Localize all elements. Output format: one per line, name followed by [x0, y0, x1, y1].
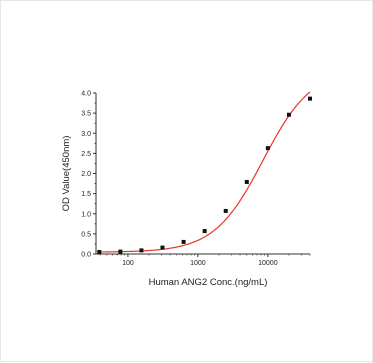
x-axis-title: Human ANG2 Conc.(ng/mL) [149, 277, 268, 288]
y-tick-label: 2.0 [81, 171, 91, 178]
y-tick-label: 3.0 [81, 131, 91, 138]
data-point [160, 245, 165, 250]
y-axis-title: OD Value(450nm) [61, 136, 72, 212]
data-point [181, 239, 186, 244]
y-tick-label: 2.5 [81, 151, 91, 158]
x-tick-label: 10000 [258, 260, 278, 267]
data-point [223, 208, 228, 213]
x-tick-label: 100 [122, 260, 134, 267]
x-tick-label: 1000 [190, 260, 206, 267]
y-tick-label: 4.0 [81, 91, 91, 98]
y-tick-label: 0.5 [81, 231, 91, 238]
data-point [202, 229, 207, 234]
data-point [286, 112, 291, 117]
x-ticks: 100 1000 10000 [99, 254, 311, 267]
fit-curve [99, 91, 311, 253]
data-point [97, 249, 102, 254]
data-point [118, 249, 123, 254]
y-tick-label: 1.0 [81, 211, 91, 218]
y-tick-label: 0.0 [81, 252, 91, 259]
y-ticks: 0.0 0.5 1.0 1.5 2.0 2.5 3.0 3.5 4.0 [81, 91, 96, 259]
y-tick-label: 3.5 [81, 111, 91, 118]
data-point [139, 248, 144, 253]
data-point [308, 96, 312, 101]
y-tick-label: 1.5 [81, 191, 91, 198]
data-point [244, 179, 249, 184]
data-points [97, 96, 312, 254]
data-point [265, 146, 270, 151]
